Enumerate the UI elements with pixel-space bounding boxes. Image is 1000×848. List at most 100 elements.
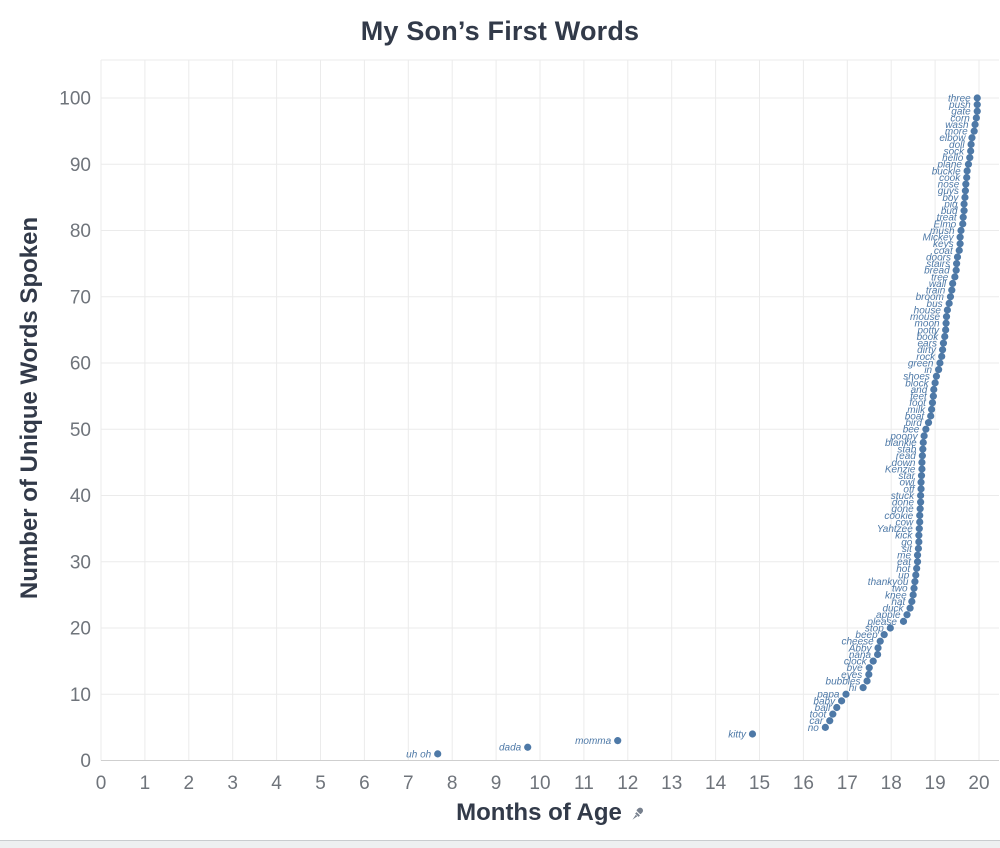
pin-icon[interactable] (630, 807, 645, 822)
data-point[interactable] (918, 452, 926, 460)
data-point[interactable] (956, 240, 964, 248)
data-point[interactable] (912, 571, 920, 579)
data-point[interactable] (945, 299, 953, 307)
data-point[interactable] (932, 372, 941, 380)
data-point[interactable] (943, 306, 951, 314)
data-point[interactable] (959, 213, 967, 221)
data-point[interactable] (942, 319, 950, 327)
data-point[interactable] (874, 644, 882, 652)
data-point[interactable] (837, 697, 846, 705)
data-point[interactable] (917, 485, 925, 493)
data-point[interactable] (614, 737, 622, 745)
data-point[interactable] (953, 260, 961, 268)
data-point[interactable] (951, 273, 959, 281)
data-point[interactable] (963, 173, 971, 182)
data-point[interactable] (936, 359, 944, 367)
data-point[interactable] (973, 107, 981, 115)
data-point[interactable] (880, 631, 888, 639)
data-point[interactable] (927, 412, 935, 420)
data-point[interactable] (938, 352, 946, 360)
data-point[interactable] (962, 180, 970, 188)
data-point[interactable] (821, 723, 829, 731)
data-point[interactable] (829, 710, 837, 718)
data-point[interactable] (946, 293, 955, 301)
data-point[interactable] (968, 134, 976, 142)
data-point[interactable] (842, 690, 850, 698)
data-point[interactable] (918, 465, 926, 473)
data-point[interactable] (942, 313, 951, 321)
data-point[interactable] (972, 114, 980, 122)
data-point[interactable] (961, 187, 969, 195)
data-point[interactable] (910, 584, 918, 592)
data-point[interactable] (929, 392, 937, 400)
data-point[interactable] (956, 233, 964, 241)
data-point[interactable] (917, 478, 925, 486)
data-point[interactable] (963, 167, 971, 175)
data-point[interactable] (931, 379, 939, 387)
data-point[interactable] (928, 399, 937, 407)
data-point[interactable] (967, 147, 975, 155)
data-point[interactable] (748, 730, 757, 738)
data-point[interactable] (859, 684, 867, 692)
data-point[interactable] (915, 538, 923, 546)
data-point[interactable] (919, 445, 927, 453)
data-point[interactable] (903, 611, 911, 619)
data-point[interactable] (915, 531, 923, 539)
data-point[interactable] (960, 207, 968, 215)
data-point[interactable] (920, 432, 928, 440)
data-point[interactable] (865, 670, 873, 678)
data-point[interactable] (922, 425, 930, 433)
data-point[interactable] (873, 650, 882, 659)
data-point[interactable] (918, 458, 926, 466)
data-point[interactable] (917, 491, 925, 500)
data-point[interactable] (966, 154, 974, 162)
data-point[interactable] (941, 332, 949, 341)
data-point[interactable] (935, 366, 943, 374)
data-point[interactable] (959, 220, 967, 228)
data-point[interactable] (886, 624, 894, 632)
data-point[interactable] (914, 544, 923, 553)
data-point[interactable] (916, 505, 924, 513)
data-point[interactable] (916, 511, 924, 519)
data-point[interactable] (908, 597, 916, 606)
data-point[interactable] (913, 551, 922, 559)
data-point[interactable] (973, 94, 981, 102)
data-point[interactable] (917, 472, 926, 480)
data-point[interactable] (876, 637, 884, 645)
data-point[interactable] (524, 743, 532, 751)
data-point[interactable] (973, 101, 981, 109)
data-point[interactable] (957, 226, 965, 235)
data-point[interactable] (909, 591, 917, 599)
data-point[interactable] (938, 346, 947, 354)
scatter-plot-pane[interactable]: 0 1 2 3 4 5 6 7 8 9 10 11 12 13 14 15 16 17 18 19 2001020304… (0, 0, 1000, 798)
data-point[interactable] (865, 664, 873, 672)
data-point[interactable] (913, 564, 921, 572)
data-point[interactable] (434, 750, 442, 758)
data-point[interactable] (924, 419, 933, 427)
data-point[interactable] (826, 717, 834, 725)
data-point[interactable] (964, 160, 973, 168)
data-point[interactable] (952, 266, 960, 274)
data-point[interactable] (919, 438, 927, 447)
data-point[interactable] (971, 120, 979, 129)
data-point[interactable] (899, 617, 908, 625)
data-point[interactable] (917, 498, 925, 506)
data-point[interactable] (869, 657, 877, 665)
data-point[interactable] (948, 286, 956, 294)
data-point[interactable] (953, 253, 962, 261)
data-point[interactable] (949, 279, 957, 288)
data-point[interactable] (833, 703, 841, 712)
data-point[interactable] (916, 518, 924, 526)
data-point[interactable] (927, 405, 936, 413)
data-point[interactable] (913, 558, 922, 566)
data-point[interactable] (970, 127, 978, 135)
data-point[interactable] (961, 193, 969, 201)
data-point[interactable] (915, 525, 923, 533)
data-point[interactable] (942, 326, 950, 334)
data-point[interactable] (939, 339, 948, 347)
data-point[interactable] (911, 578, 919, 586)
data-point[interactable] (906, 604, 914, 612)
data-point[interactable] (960, 200, 968, 208)
data-point[interactable] (955, 246, 963, 254)
data-point[interactable] (863, 677, 871, 685)
